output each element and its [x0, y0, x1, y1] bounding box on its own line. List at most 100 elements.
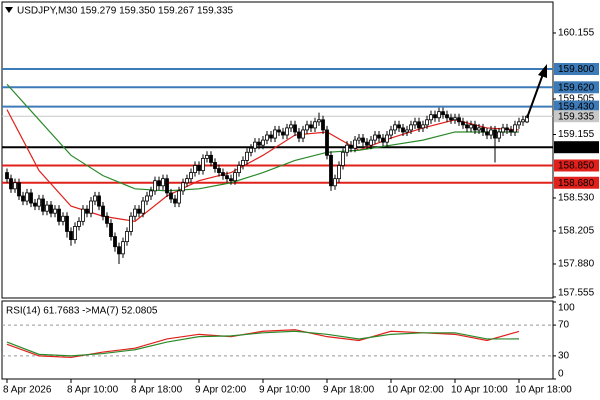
y-tick-label: 159.155: [558, 129, 595, 140]
candle-body: [97, 195, 101, 207]
y-tick-label: 159.505: [558, 94, 595, 105]
candle-body: [393, 124, 397, 131]
candle-body: [381, 137, 385, 143]
candle-body: [425, 119, 429, 126]
candle-body: [201, 157, 205, 171]
candle-body: [61, 215, 65, 222]
x-tick-label: 8 Apr 2026: [3, 385, 52, 396]
candle-body: [477, 127, 481, 131]
x-tick-label: 9 Apr 18:00: [323, 385, 375, 396]
level-label-box: [554, 159, 599, 172]
x-tick-label: 9 Apr 10:00: [259, 385, 311, 396]
candle-body: [165, 178, 169, 194]
candle-body: [229, 178, 233, 182]
y-tick-label: 157.555: [558, 288, 595, 299]
candle-body: [437, 111, 441, 119]
candle-body: [441, 111, 445, 116]
candle-body: [321, 119, 325, 131]
candle-body: [93, 195, 97, 202]
x-tick-label: 10 Apr 10:00: [451, 385, 508, 396]
candle-body: [253, 141, 257, 149]
candle-body: [213, 162, 217, 169]
candle-body: [413, 121, 417, 126]
level-label: 159.430: [558, 102, 595, 113]
candle-body: [309, 124, 313, 129]
candle-body: [305, 124, 309, 131]
candle-body: [225, 175, 229, 180]
x-tick-label: 8 Apr 18:00: [131, 385, 183, 396]
level-label: 158.680: [558, 178, 595, 189]
candle-body: [141, 200, 145, 214]
candle-body: [261, 139, 265, 146]
candle-body: [301, 129, 305, 139]
indicator-line: [6, 83, 519, 192]
candle-body: [273, 129, 277, 139]
candle-body: [505, 127, 509, 131]
forecast-arrow-head: [538, 64, 547, 78]
candle-body: [501, 127, 505, 133]
candle-body: [349, 144, 353, 149]
candle-body: [497, 131, 501, 139]
candle-body: [317, 119, 321, 123]
candle-body: [209, 154, 213, 163]
candle-body: [357, 137, 361, 141]
candle-body: [485, 131, 489, 136]
candle-body: [157, 180, 161, 187]
candle-body: [289, 124, 293, 129]
candle-body: [397, 124, 401, 129]
candle-body: [85, 208, 89, 214]
candle-body: [5, 172, 9, 180]
candle-body: [417, 121, 421, 129]
indicator-line: [6, 329, 520, 359]
level-label-box: [554, 100, 599, 113]
y-tick-label: 100: [558, 303, 575, 314]
level-label: 159.800: [558, 64, 595, 75]
candle-body: [233, 172, 237, 182]
candle-body: [81, 208, 85, 222]
candle-body: [429, 114, 433, 121]
x-tick-label: 8 Apr 10:00: [67, 385, 119, 396]
candle-body: [337, 165, 341, 180]
level-label: 159.335: [558, 111, 595, 122]
candle-body: [469, 124, 473, 129]
candle-body: [457, 117, 461, 123]
candle-body: [173, 198, 177, 204]
candle-body: [57, 208, 61, 222]
level-label-box: [554, 63, 599, 76]
candle-body: [269, 134, 273, 139]
level-label: 159.030: [558, 142, 595, 153]
y-tick-label: 158.530: [558, 193, 595, 204]
candle-body: [401, 127, 405, 133]
forecast-arrow: [526, 73, 544, 119]
candle-body: [313, 121, 317, 129]
candle-body: [45, 204, 49, 212]
candle-body: [193, 165, 197, 173]
candle-body: [101, 205, 105, 217]
candle-body: [517, 121, 521, 126]
candle-body: [389, 129, 393, 136]
x-tick-label: 10 Apr 02:00: [387, 385, 444, 396]
candle-body: [37, 198, 41, 207]
candle-body: [449, 117, 453, 121]
candle-body: [241, 160, 245, 166]
y-tick-label: 70: [558, 320, 570, 331]
y-tick-label: 158.205: [558, 226, 595, 237]
candle-body: [329, 154, 333, 187]
candle-body: [73, 226, 77, 241]
candle-body: [113, 236, 117, 248]
candle-body: [205, 154, 209, 159]
candle-body: [345, 144, 349, 153]
candle-body: [13, 182, 17, 190]
candle-body: [473, 124, 477, 131]
candle-body: [125, 231, 129, 243]
candle-body: [41, 198, 45, 212]
symbol-icon: [5, 7, 13, 13]
y-tick-label: 30: [558, 351, 570, 362]
candle-body: [69, 231, 73, 241]
candle-body: [177, 190, 181, 204]
indicator-line: [6, 330, 520, 357]
candle-body: [65, 215, 69, 232]
chart-title: USDJPY,M30 159.279 159.350 159.267 159.3…: [17, 6, 234, 17]
candle-body: [197, 165, 201, 171]
candle-body: [377, 134, 381, 139]
